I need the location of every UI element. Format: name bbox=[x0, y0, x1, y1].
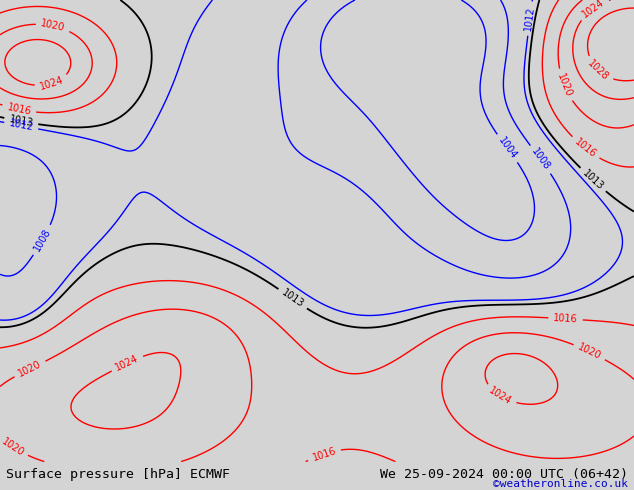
Text: 1016: 1016 bbox=[573, 137, 598, 160]
Text: 1024: 1024 bbox=[39, 75, 65, 92]
Text: 1020: 1020 bbox=[40, 19, 66, 33]
Text: 1008: 1008 bbox=[529, 147, 552, 172]
Text: 1020: 1020 bbox=[0, 436, 26, 458]
Text: 1020: 1020 bbox=[555, 72, 574, 98]
Text: ©weatheronline.co.uk: ©weatheronline.co.uk bbox=[493, 479, 628, 490]
Text: 1016: 1016 bbox=[553, 313, 578, 324]
Text: 1016: 1016 bbox=[311, 445, 337, 463]
Text: We 25-09-2024 00:00 UTC (06+42): We 25-09-2024 00:00 UTC (06+42) bbox=[380, 468, 628, 481]
Text: 1028: 1028 bbox=[586, 58, 611, 82]
Text: 1016: 1016 bbox=[6, 102, 32, 117]
Text: 1024: 1024 bbox=[488, 385, 514, 407]
Text: 1020: 1020 bbox=[576, 342, 603, 362]
Text: 1004: 1004 bbox=[496, 135, 519, 161]
Text: 1013: 1013 bbox=[8, 114, 34, 128]
Text: 1020: 1020 bbox=[16, 359, 43, 379]
Text: 1013: 1013 bbox=[280, 288, 306, 310]
Text: 1013: 1013 bbox=[581, 168, 605, 192]
Text: Surface pressure [hPa] ECMWF: Surface pressure [hPa] ECMWF bbox=[6, 468, 230, 481]
Text: 1024: 1024 bbox=[114, 353, 141, 373]
Text: 1012: 1012 bbox=[524, 6, 536, 31]
Text: 1008: 1008 bbox=[32, 227, 53, 253]
Text: 1012: 1012 bbox=[8, 119, 34, 133]
Text: 1024: 1024 bbox=[581, 0, 607, 20]
